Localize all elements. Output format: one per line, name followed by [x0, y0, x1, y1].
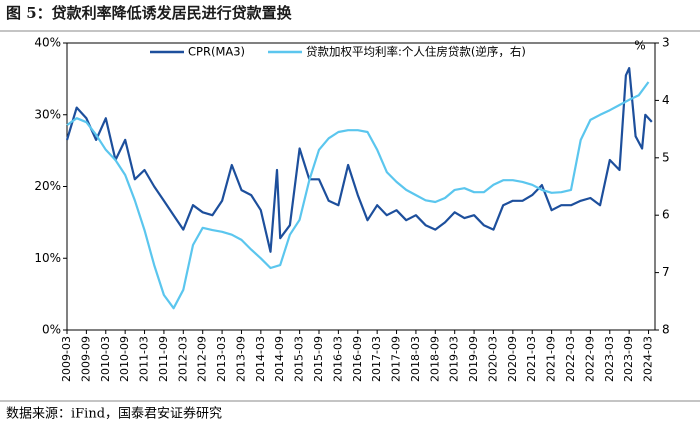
- y2-tick-label: 4: [662, 93, 670, 107]
- x-tick-label: 2012-03: [176, 336, 189, 382]
- x-tick-label: 2023-03: [603, 336, 616, 382]
- x-tick-label: 2022-09: [583, 336, 596, 382]
- x-tick-label: 2013-09: [234, 336, 247, 382]
- x-tick-label: 2016-03: [331, 336, 344, 382]
- x-tick-label: 2019-09: [467, 336, 480, 382]
- x-tick-label: 2009-09: [79, 336, 92, 382]
- x-tick-label: 2017-09: [390, 336, 403, 382]
- x-tick-label: 2010-03: [99, 336, 112, 382]
- legend-label: 贷款加权平均利率:个人住房贷款(逆序，右): [306, 45, 526, 59]
- y2-tick-label: 5: [662, 150, 670, 164]
- x-tick-label: 2011-03: [138, 336, 151, 382]
- x-tick-label: 2018-03: [409, 336, 422, 382]
- x-tick-label: 2017-03: [370, 336, 383, 382]
- series-line: [66, 81, 650, 310]
- y-tick-label: 0%: [42, 323, 61, 337]
- y-tick-label: 20%: [34, 179, 61, 193]
- x-tick-label: 2014-09: [273, 336, 286, 382]
- y2-axis-unit: %: [634, 39, 645, 53]
- x-tick-label: 2015-09: [312, 336, 325, 382]
- legend-label: CPR(MA3): [188, 45, 245, 59]
- x-tick-label: 2021-09: [545, 336, 558, 382]
- x-tick-label: 2011-09: [157, 336, 170, 382]
- x-tick-label: 2018-09: [428, 336, 441, 382]
- x-tick-label: 2021-03: [525, 336, 538, 382]
- x-tick-label: 2023-09: [622, 336, 635, 382]
- x-tick-label: 2024-03: [642, 336, 655, 382]
- x-tick-label: 2014-03: [254, 336, 267, 382]
- y2-tick-label: 8: [662, 323, 670, 337]
- x-tick-label: 2020-03: [486, 336, 499, 382]
- y2-tick-label: 6: [662, 208, 670, 222]
- x-tick-label: 2016-09: [351, 336, 364, 382]
- source-note: 数据来源：iFind，国泰君安证券研究: [6, 406, 222, 422]
- y2-tick-label: 3: [662, 36, 670, 50]
- series-line: [65, 67, 653, 253]
- x-tick-label: 2015-03: [293, 336, 306, 382]
- y-tick-label: 10%: [34, 251, 61, 265]
- y-tick-label: 40%: [34, 36, 61, 50]
- x-tick-label: 2009-03: [60, 336, 73, 382]
- y2-tick-label: 7: [662, 265, 670, 279]
- x-tick-label: 2012-09: [196, 336, 209, 382]
- x-tick-label: 2022-03: [564, 336, 577, 382]
- y-tick-label: 30%: [34, 107, 61, 121]
- x-tick-label: 2013-03: [215, 336, 228, 382]
- x-tick-label: 2019-03: [448, 336, 461, 382]
- chart-title: 图 5：贷款利率降低诱发居民进行贷款置换: [6, 4, 293, 22]
- x-tick-label: 2020-09: [506, 336, 519, 382]
- x-tick-label: 2010-09: [118, 336, 131, 382]
